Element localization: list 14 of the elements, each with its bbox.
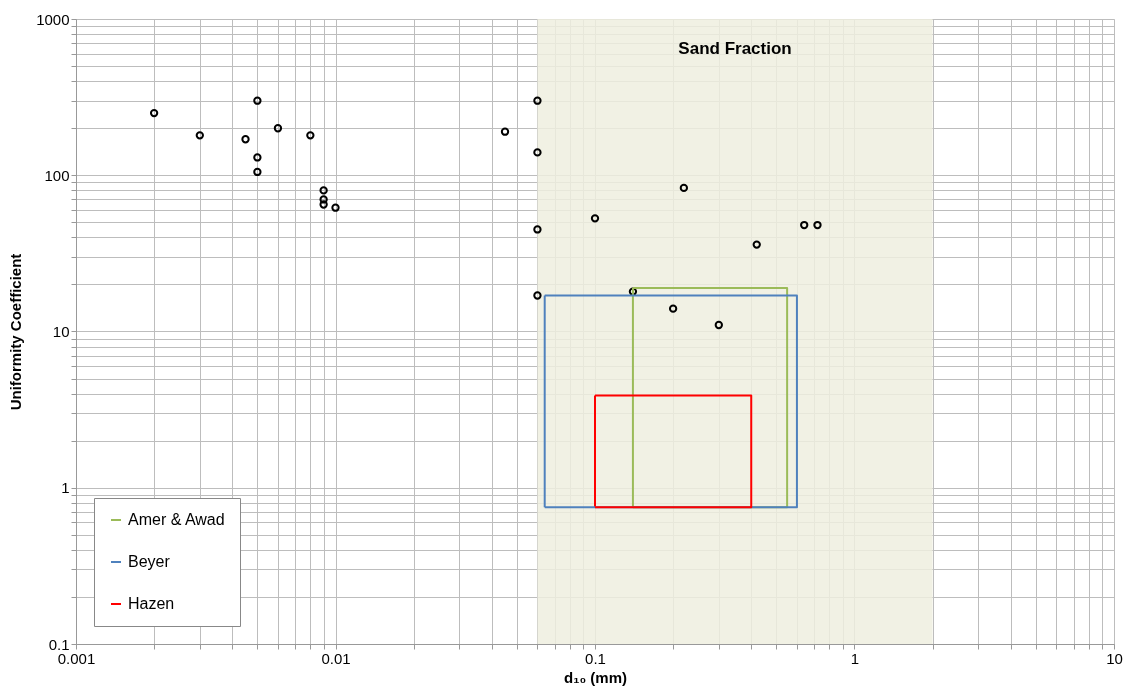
x-tick-label: 0.1 [585, 649, 606, 667]
legend-label: Hazen [128, 595, 175, 612]
y-tick-label: 1 [61, 479, 70, 497]
x-tick-label: 10 [1106, 649, 1123, 667]
x-tick-label: 1 [850, 649, 860, 667]
y-axis-title: Uniformity Coefficient [7, 253, 25, 411]
y-tick-label: 10 [52, 323, 70, 340]
y-tick-label: 100 [44, 166, 70, 184]
legend-label: Beyer [128, 553, 171, 570]
band-label: Sand Fraction [678, 39, 792, 58]
x-tick-label: 0.01 [321, 649, 351, 667]
legend-label: Amer & Awad [128, 511, 225, 528]
x-axis-title: d₁₀ (mm) [564, 668, 627, 686]
y-tick-label: 1000 [36, 10, 70, 28]
